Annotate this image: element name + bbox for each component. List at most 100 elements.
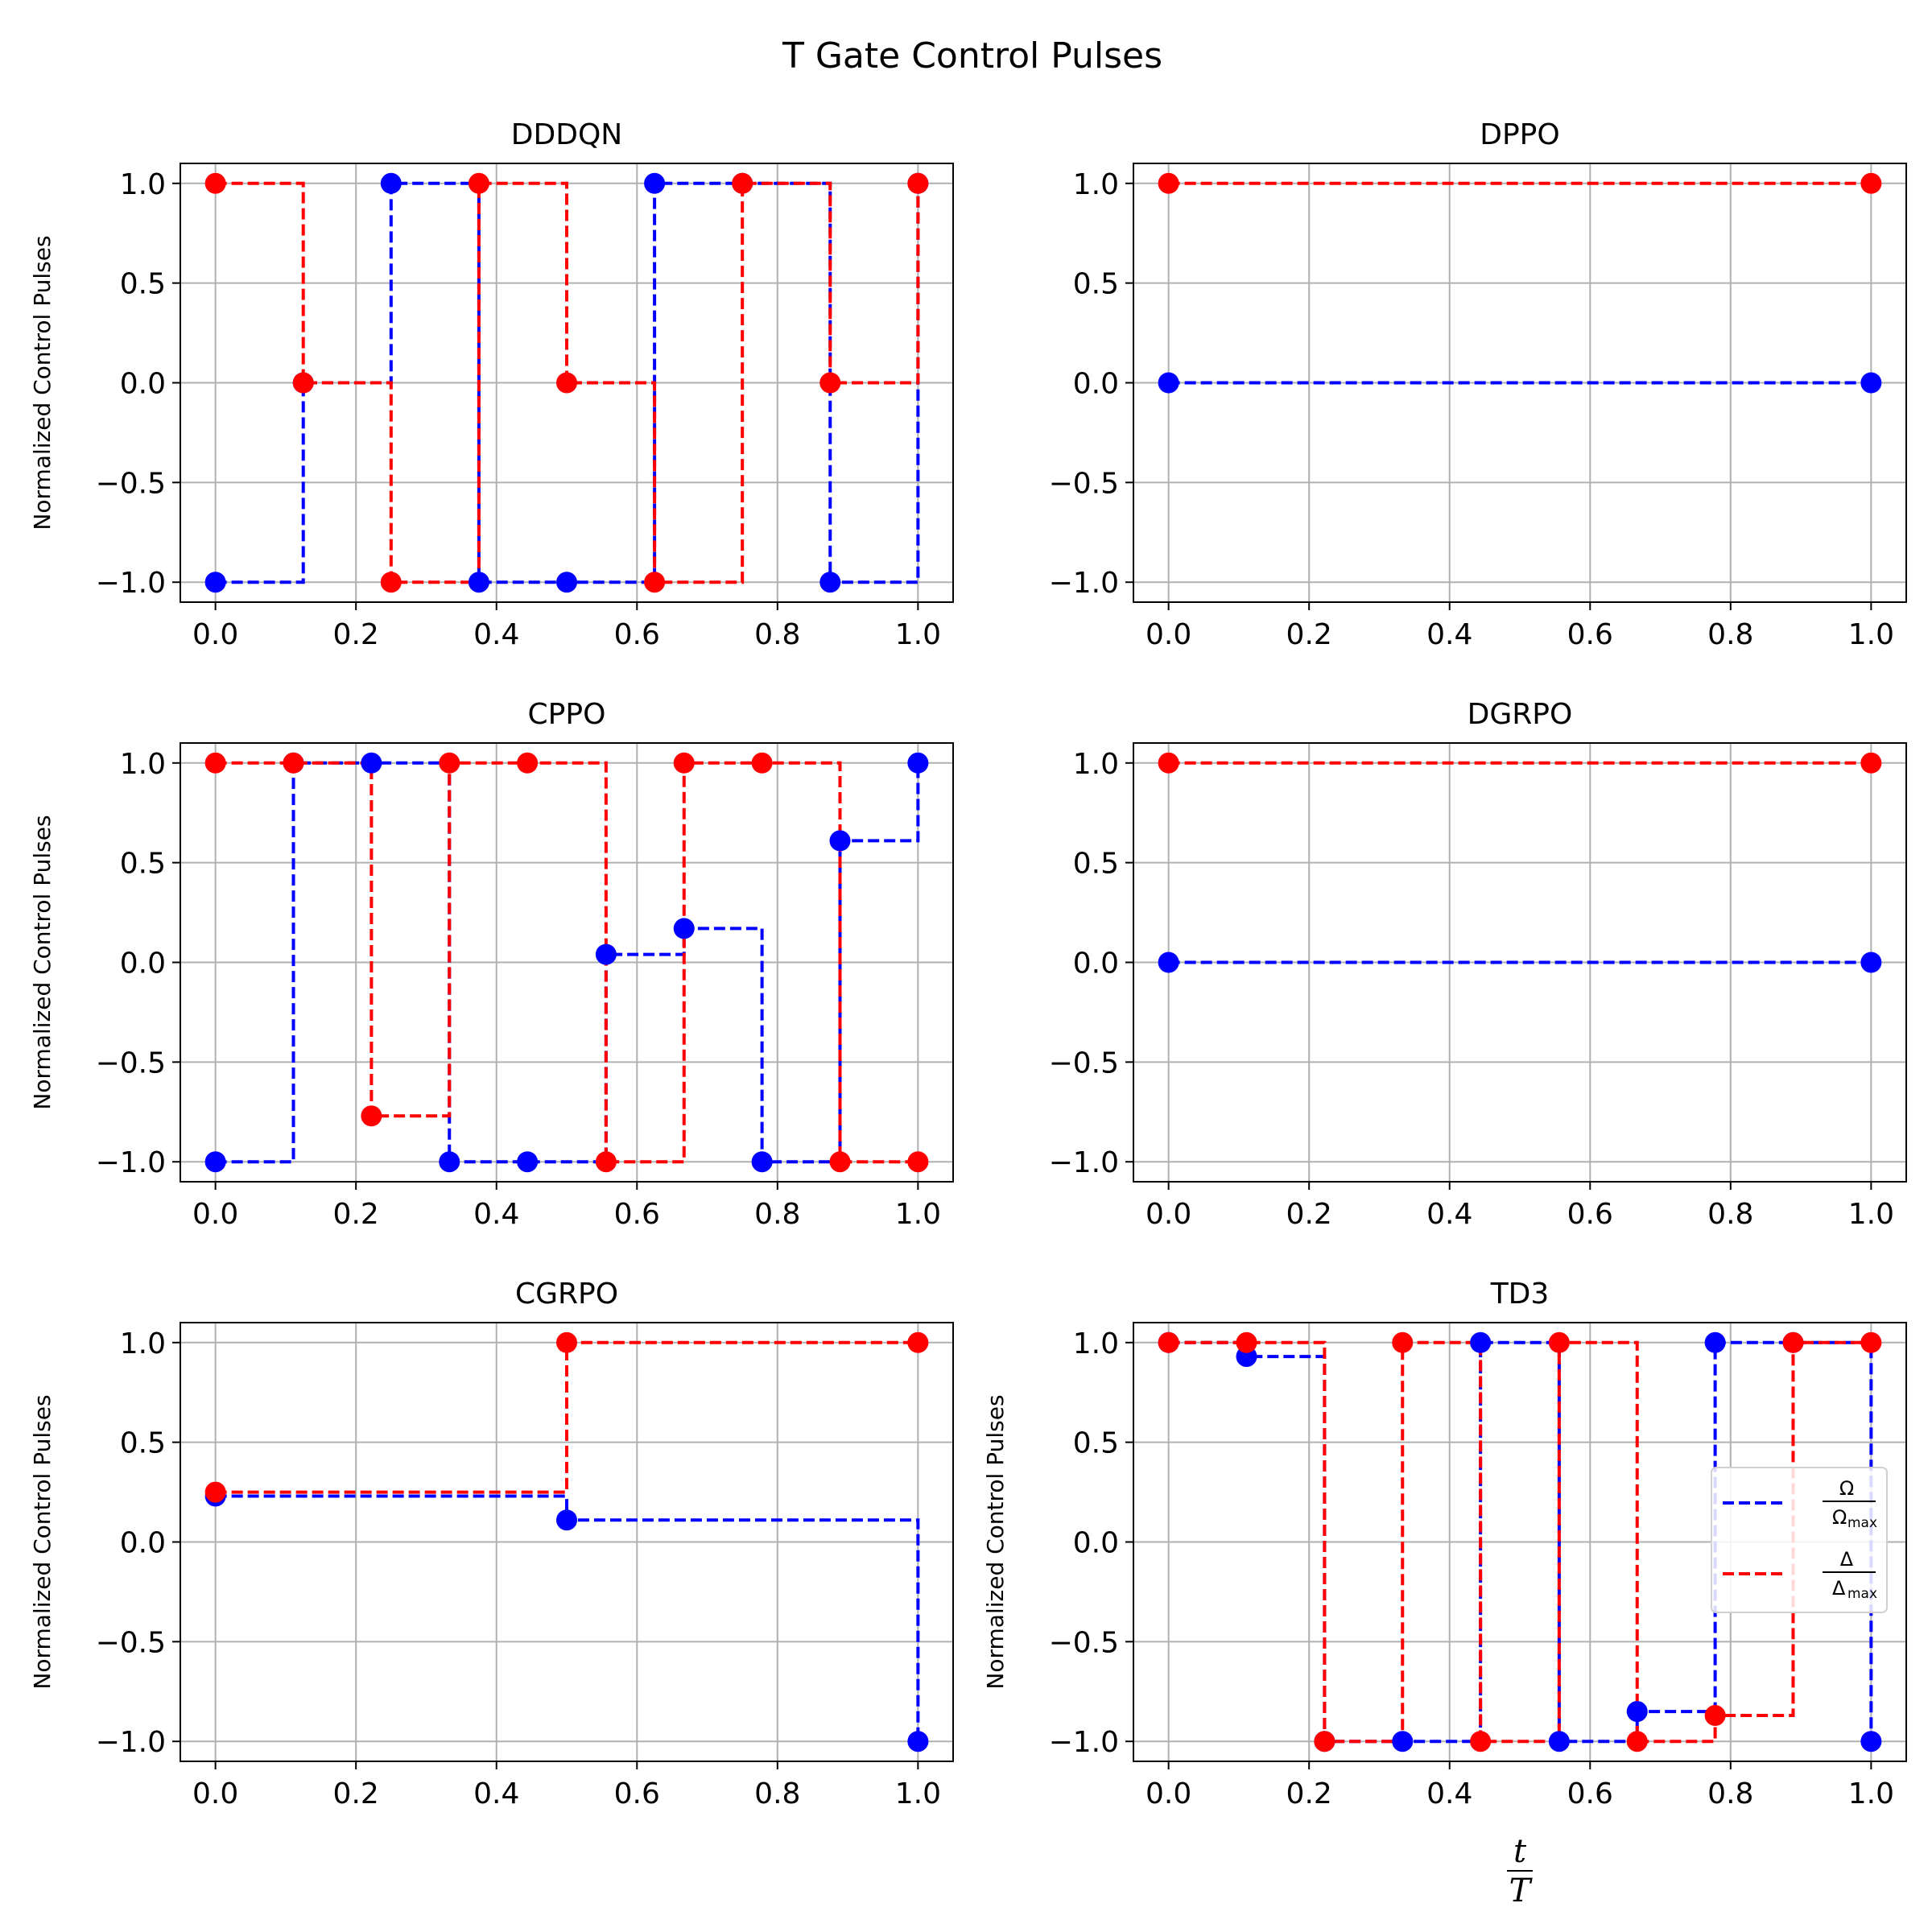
data-point-delta [907, 1331, 929, 1353]
x-tick-label: 0.6 [1567, 1777, 1613, 1810]
panel-td3: 0.0 0.2 0.4 0.6 0.8 1.0 −1.0 −0.5 0.0 0.5 1.0 TD3 No… [982, 1278, 1907, 1909]
data-point-delta [732, 172, 753, 194]
panel-title: DDDQN [511, 118, 622, 151]
data-point-delta [1314, 1731, 1335, 1752]
legend-numerator-delta: Δ [1840, 1548, 1854, 1571]
x-tick-label: 1.0 [1848, 1777, 1894, 1810]
y-tick-label: −0.5 [96, 467, 166, 500]
x-tick-label: 0.6 [1567, 618, 1613, 651]
data-point-omega [1158, 952, 1179, 973]
data-point-omega [204, 572, 226, 593]
x-tick-label: 0.8 [754, 1777, 800, 1810]
y-tick-label: 0.0 [1073, 368, 1119, 401]
y-tick-label: 0.5 [1073, 1427, 1119, 1460]
y-tick-label: 0.5 [1073, 848, 1119, 881]
panel-title: TD3 [1490, 1278, 1550, 1311]
data-point-omega [1548, 1731, 1570, 1752]
y-tick-label: 0.5 [120, 268, 166, 301]
legend-numerator-omega: Ω [1839, 1477, 1854, 1500]
y-tick-label: −1.0 [1049, 1726, 1119, 1759]
data-point-omega [907, 752, 929, 774]
data-point-delta [1860, 752, 1882, 774]
plot-area [204, 172, 929, 593]
figure-title: T Gate Control Pulses [782, 35, 1162, 76]
y-tick-label: 0.5 [1073, 268, 1119, 301]
y-tick-label: 0.0 [1073, 947, 1119, 980]
data-point-delta [204, 172, 226, 194]
x-tick-label: 0.0 [1146, 1198, 1191, 1231]
x-tick-label: 0.0 [1146, 618, 1191, 651]
y-tick-label: −1.0 [1049, 1146, 1119, 1179]
data-point-omega [1470, 1331, 1492, 1353]
data-point-delta [439, 752, 460, 774]
x-tick-label: 0.4 [473, 1777, 519, 1810]
x-tick-label: 0.6 [614, 1777, 660, 1810]
y-tick-label: 0.5 [120, 1427, 166, 1460]
data-point-omega [556, 1509, 577, 1531]
y-tick-label: −0.5 [1049, 1046, 1119, 1080]
x-tick-label: 0.8 [1707, 1777, 1753, 1810]
y-tick-label: 1.0 [120, 168, 166, 201]
data-point-delta [1860, 1331, 1882, 1353]
x-tick-label: 0.6 [1567, 1198, 1613, 1231]
y-tick-label: 1.0 [120, 748, 166, 781]
x-tick-label: 0.2 [1286, 1198, 1332, 1231]
x-tick-label: 0.8 [1707, 1198, 1753, 1231]
data-point-delta [1782, 1331, 1804, 1353]
data-point-delta [595, 1151, 617, 1173]
data-point-omega [673, 918, 695, 939]
y-tick-label: 1.0 [1073, 748, 1119, 781]
x-tick-label: 0.8 [754, 618, 800, 651]
x-tick-label: 0.0 [1146, 1777, 1191, 1810]
y-tick-label: −1.0 [96, 1146, 166, 1179]
data-point-delta [1158, 752, 1179, 774]
data-point-delta [1704, 1705, 1726, 1727]
data-point-delta [819, 372, 841, 394]
data-point-delta [751, 752, 773, 774]
data-point-delta [1548, 1331, 1570, 1353]
data-point-delta [517, 752, 539, 774]
y-tick-label: −1.0 [96, 1726, 166, 1759]
panel-cgrpo: 0.0 0.2 0.4 0.6 0.8 1.0 −1.0 −0.5 0.0 0.5 1.0 CGRPO… [29, 1278, 954, 1810]
data-point-delta [283, 752, 304, 774]
data-point-delta [673, 752, 695, 774]
y-axis-label: Normalized Control Pulses [29, 1394, 56, 1689]
y-tick-label: 1.0 [120, 1327, 166, 1360]
x-tick-label: 0.2 [333, 1777, 379, 1810]
data-point-delta [1236, 1331, 1257, 1353]
data-point-omega [1860, 1731, 1882, 1752]
x-tick-label: 1.0 [895, 1198, 941, 1231]
x-tick-label: 0.2 [333, 618, 379, 651]
data-point-omega [1704, 1331, 1726, 1353]
y-tick-label: 0.0 [1073, 1527, 1119, 1560]
data-point-delta [1392, 1331, 1414, 1353]
y-axis-label: Normalized Control Pulses [29, 235, 56, 530]
y-tick-label: 0.0 [120, 1527, 166, 1560]
data-point-delta [907, 1151, 929, 1173]
data-point-delta [1470, 1731, 1492, 1752]
data-point-omega [204, 1151, 226, 1173]
x-axis-label-numerator: t [1513, 1833, 1527, 1870]
x-tick-label: 0.4 [473, 1198, 519, 1231]
legend-subscript-omega: max [1847, 1515, 1877, 1531]
data-point-omega [380, 172, 402, 194]
panel-dgrpo: 0.0 0.2 0.4 0.6 0.8 1.0 −1.0 −0.5 0.0 0.5 1.0 DGRPO [1049, 698, 1907, 1231]
x-tick-label: 0.2 [333, 1198, 379, 1231]
data-point-delta [556, 1331, 577, 1353]
y-tick-label: 1.0 [1073, 1327, 1119, 1360]
x-tick-label: 0.4 [1426, 1198, 1472, 1231]
panel-title: CGRPO [515, 1278, 618, 1311]
legend-subscript-delta: max [1847, 1586, 1877, 1602]
series-line-delta [215, 761, 919, 1164]
x-tick-label: 0.4 [473, 618, 519, 651]
panel-dppo: 0.0 0.2 0.4 0.6 0.8 1.0 −1.0 −0.5 0.0 0.5 1.0 DPPO [1049, 118, 1907, 651]
panels: 0.0 0.2 0.4 0.6 0.8 1.0 −1.0 −0.5 0.0 0.5 1.0 DDDQN… [29, 118, 1907, 1909]
data-point-delta [361, 1105, 382, 1127]
panel-title: CPPO [528, 698, 606, 731]
data-point-delta [204, 752, 226, 774]
y-tick-label: 1.0 [1073, 168, 1119, 201]
x-tick-label: 1.0 [895, 618, 941, 651]
data-point-omega [644, 172, 666, 194]
